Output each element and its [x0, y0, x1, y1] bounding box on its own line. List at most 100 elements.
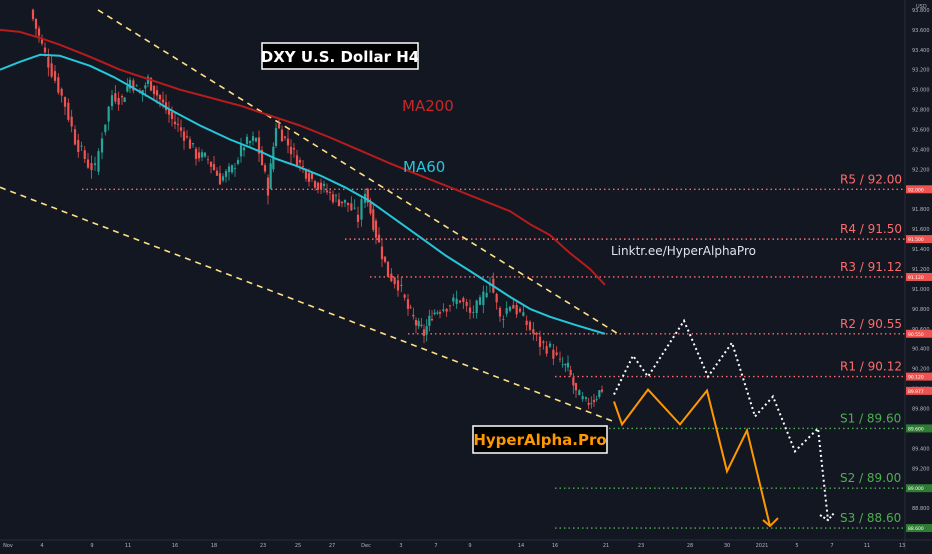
candle-body: [77, 139, 80, 153]
level-price-tag-text: 90.120: [908, 375, 924, 381]
candle-body: [485, 292, 488, 298]
candle-body: [561, 364, 564, 366]
candle-body: [505, 308, 508, 314]
candle-body: [224, 171, 228, 177]
candle-body: [512, 305, 515, 309]
candle-body: [100, 138, 104, 153]
projection-orange: [613, 388, 771, 527]
candle-body: [369, 202, 372, 214]
level-price-tag: [906, 424, 932, 433]
candle-body: [233, 168, 237, 170]
candle-body: [518, 308, 522, 312]
y-tick-label: 93.200: [912, 68, 930, 74]
candle-body: [396, 280, 400, 291]
candle-body: [295, 155, 299, 167]
candle-body: [50, 63, 53, 77]
candle-body: [182, 131, 186, 141]
candle-body: [73, 129, 77, 145]
candle-body: [298, 160, 302, 163]
candle-body: [433, 312, 436, 315]
x-tick-label: 4: [40, 543, 43, 549]
candle-body: [239, 144, 243, 157]
moving-averages: [0, 28, 606, 335]
candle-body: [114, 93, 117, 102]
candle-body: [31, 9, 35, 20]
candle-body: [581, 396, 584, 400]
candle-body: [215, 170, 219, 176]
candle-body: [455, 298, 458, 304]
candle-body: [257, 137, 261, 154]
candle-body: [538, 336, 542, 347]
last-price-tag: [906, 386, 932, 395]
candle-body: [34, 18, 38, 29]
candle-body: [377, 234, 381, 243]
x-tick-label: 11: [125, 543, 131, 549]
y-tick-label: 93.800: [912, 8, 930, 14]
candle-body: [403, 294, 406, 298]
candle-body: [185, 136, 189, 138]
candle-body: [254, 137, 258, 142]
candle-body: [325, 190, 329, 193]
candle-body: [80, 145, 83, 147]
y-tick-label: 89.800: [912, 406, 930, 412]
level-price-tag: [906, 329, 932, 338]
trendline-upper: [97, 9, 619, 335]
candle-body: [90, 163, 93, 171]
candle-body: [209, 161, 213, 167]
candle-body: [170, 112, 174, 119]
candle-body: [412, 314, 415, 317]
candle-body: [167, 108, 171, 115]
candle-body: [60, 88, 63, 96]
candle-body: [420, 324, 423, 326]
x-tick-label: Dec: [361, 543, 371, 549]
candle-body: [572, 377, 575, 386]
candle-body: [123, 97, 126, 102]
level-price-tag-text: 91.120: [908, 275, 924, 281]
candle-body: [525, 320, 528, 325]
x-tick-label: 21: [603, 543, 609, 549]
candle-body: [595, 398, 598, 400]
candle-body: [152, 85, 156, 95]
candle-body: [548, 343, 552, 347]
y-tick-label: 89.200: [912, 466, 930, 472]
candle-body: [110, 95, 114, 107]
candle-body: [414, 320, 418, 326]
candle-body: [400, 284, 403, 286]
candle-body: [67, 102, 70, 120]
candle-body: [304, 169, 308, 179]
candle-body: [203, 152, 207, 157]
x-tick-label: 23: [638, 543, 644, 549]
candle-body: [462, 298, 465, 302]
level-label: S1 / 89.60: [840, 411, 901, 425]
level-price-tag: [906, 484, 932, 493]
candle-body: [230, 165, 234, 173]
candle-body: [307, 173, 311, 182]
candle-body: [578, 390, 581, 396]
candle-body: [263, 165, 267, 172]
candle-body: [448, 305, 452, 307]
candle-body: [356, 214, 360, 222]
candle-body: [495, 293, 498, 303]
y-tick-label: 92.600: [912, 128, 930, 134]
candle-body: [528, 321, 532, 330]
candle-body: [316, 182, 320, 190]
candle-body: [545, 346, 548, 354]
y-tick-label: 92.400: [912, 147, 930, 153]
candle-body: [107, 106, 110, 122]
y-tick-label: 92.800: [912, 108, 930, 114]
level-price-tag-text: 88.600: [908, 526, 924, 532]
candle-body: [590, 403, 593, 405]
candle-body: [251, 136, 255, 141]
candle-body: [475, 300, 478, 313]
candle-body: [353, 207, 356, 209]
candle-body: [508, 306, 512, 311]
candle-body: [194, 148, 198, 159]
candle-body: [146, 76, 150, 84]
candle-body: [286, 138, 290, 146]
candle-body: [592, 399, 596, 403]
candle-body: [555, 352, 558, 355]
price-axis: 93.800 93.600 93.400 93.200 93.000 92.800 92.6…: [906, 4, 932, 533]
level-price-tag-text: 91.500: [908, 237, 924, 243]
candle-body: [478, 297, 482, 305]
candle-body: [63, 97, 67, 107]
